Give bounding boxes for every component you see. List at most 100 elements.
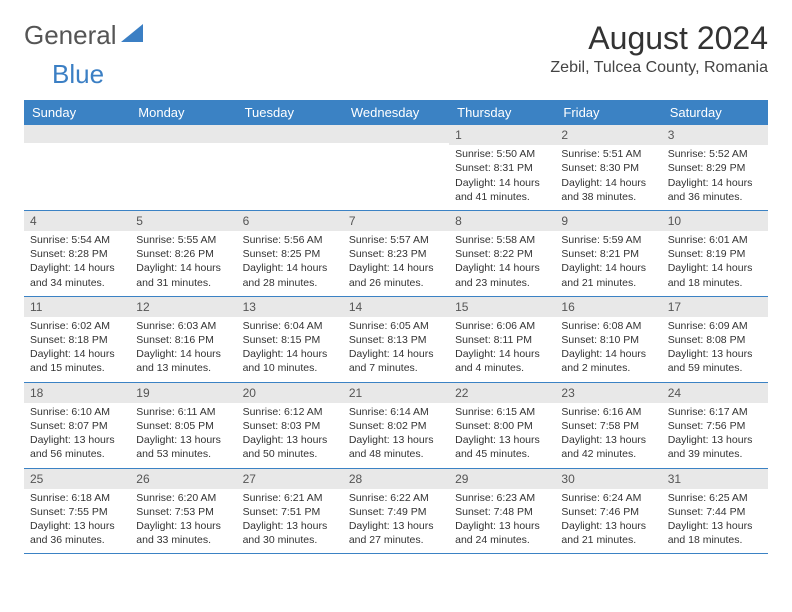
day-body: Sunrise: 6:01 AMSunset: 8:19 PMDaylight:… [662, 231, 768, 296]
day-body: Sunrise: 5:54 AMSunset: 8:28 PMDaylight:… [24, 231, 130, 296]
day-body: Sunrise: 5:59 AMSunset: 8:21 PMDaylight:… [555, 231, 661, 296]
daylight-text: Daylight: 14 hours and 18 minutes. [668, 261, 762, 289]
logo-text-b: Blue [24, 59, 104, 89]
weekday-header: Monday [130, 100, 236, 125]
weekday-header: Saturday [662, 100, 768, 125]
sunset-text: Sunset: 7:46 PM [561, 505, 655, 519]
day-cell: 20Sunrise: 6:12 AMSunset: 8:03 PMDayligh… [237, 382, 343, 468]
daylight-text: Daylight: 14 hours and 36 minutes. [668, 176, 762, 204]
daylight-text: Daylight: 13 hours and 21 minutes. [561, 519, 655, 547]
day-cell: 29Sunrise: 6:23 AMSunset: 7:48 PMDayligh… [449, 468, 555, 554]
sunrise-text: Sunrise: 6:04 AM [243, 319, 337, 333]
daylight-text: Daylight: 14 hours and 10 minutes. [243, 347, 337, 375]
sunrise-text: Sunrise: 6:16 AM [561, 405, 655, 419]
weekday-header: Thursday [449, 100, 555, 125]
sunrise-text: Sunrise: 6:23 AM [455, 491, 549, 505]
day-number: 6 [237, 211, 343, 231]
day-cell: 14Sunrise: 6:05 AMSunset: 8:13 PMDayligh… [343, 296, 449, 382]
calendar-week-row: 18Sunrise: 6:10 AMSunset: 8:07 PMDayligh… [24, 382, 768, 468]
day-number [130, 125, 236, 143]
day-body: Sunrise: 6:23 AMSunset: 7:48 PMDaylight:… [449, 489, 555, 554]
weekday-header: Tuesday [237, 100, 343, 125]
day-number: 23 [555, 383, 661, 403]
day-body: Sunrise: 6:25 AMSunset: 7:44 PMDaylight:… [662, 489, 768, 554]
sunset-text: Sunset: 8:00 PM [455, 419, 549, 433]
daylight-text: Daylight: 14 hours and 7 minutes. [349, 347, 443, 375]
day-cell: 31Sunrise: 6:25 AMSunset: 7:44 PMDayligh… [662, 468, 768, 554]
sunset-text: Sunset: 8:26 PM [136, 247, 230, 261]
sunset-text: Sunset: 8:02 PM [349, 419, 443, 433]
day-body: Sunrise: 6:02 AMSunset: 8:18 PMDaylight:… [24, 317, 130, 382]
daylight-text: Daylight: 13 hours and 24 minutes. [455, 519, 549, 547]
sunrise-text: Sunrise: 6:22 AM [349, 491, 443, 505]
sunrise-text: Sunrise: 5:51 AM [561, 147, 655, 161]
day-cell: 28Sunrise: 6:22 AMSunset: 7:49 PMDayligh… [343, 468, 449, 554]
sunrise-text: Sunrise: 6:03 AM [136, 319, 230, 333]
day-cell: 23Sunrise: 6:16 AMSunset: 7:58 PMDayligh… [555, 382, 661, 468]
day-body: Sunrise: 6:06 AMSunset: 8:11 PMDaylight:… [449, 317, 555, 382]
sunrise-text: Sunrise: 6:01 AM [668, 233, 762, 247]
day-body: Sunrise: 6:10 AMSunset: 8:07 PMDaylight:… [24, 403, 130, 468]
sunrise-text: Sunrise: 5:50 AM [455, 147, 549, 161]
day-cell: 21Sunrise: 6:14 AMSunset: 8:02 PMDayligh… [343, 382, 449, 468]
day-cell: 27Sunrise: 6:21 AMSunset: 7:51 PMDayligh… [237, 468, 343, 554]
weekday-header-row: Sunday Monday Tuesday Wednesday Thursday… [24, 100, 768, 125]
day-number: 8 [449, 211, 555, 231]
sunset-text: Sunset: 7:55 PM [30, 505, 124, 519]
day-body: Sunrise: 6:05 AMSunset: 8:13 PMDaylight:… [343, 317, 449, 382]
day-number: 2 [555, 125, 661, 145]
day-cell: 19Sunrise: 6:11 AMSunset: 8:05 PMDayligh… [130, 382, 236, 468]
day-cell: 30Sunrise: 6:24 AMSunset: 7:46 PMDayligh… [555, 468, 661, 554]
sunset-text: Sunset: 8:10 PM [561, 333, 655, 347]
daylight-text: Daylight: 14 hours and 31 minutes. [136, 261, 230, 289]
daylight-text: Daylight: 14 hours and 2 minutes. [561, 347, 655, 375]
day-cell: 6Sunrise: 5:56 AMSunset: 8:25 PMDaylight… [237, 210, 343, 296]
day-number: 31 [662, 469, 768, 489]
sunrise-text: Sunrise: 6:21 AM [243, 491, 337, 505]
sunrise-text: Sunrise: 6:09 AM [668, 319, 762, 333]
sunrise-text: Sunrise: 5:54 AM [30, 233, 124, 247]
day-number: 27 [237, 469, 343, 489]
day-number: 5 [130, 211, 236, 231]
sunrise-text: Sunrise: 6:08 AM [561, 319, 655, 333]
sunrise-text: Sunrise: 6:10 AM [30, 405, 124, 419]
daylight-text: Daylight: 14 hours and 28 minutes. [243, 261, 337, 289]
day-body: Sunrise: 6:17 AMSunset: 7:56 PMDaylight:… [662, 403, 768, 468]
sunset-text: Sunset: 7:48 PM [455, 505, 549, 519]
sunset-text: Sunset: 8:22 PM [455, 247, 549, 261]
day-body: Sunrise: 6:15 AMSunset: 8:00 PMDaylight:… [449, 403, 555, 468]
day-body [343, 143, 449, 201]
logo: General [24, 20, 145, 51]
day-body: Sunrise: 6:22 AMSunset: 7:49 PMDaylight:… [343, 489, 449, 554]
sunset-text: Sunset: 7:56 PM [668, 419, 762, 433]
day-cell: 5Sunrise: 5:55 AMSunset: 8:26 PMDaylight… [130, 210, 236, 296]
day-number: 4 [24, 211, 130, 231]
daylight-text: Daylight: 13 hours and 30 minutes. [243, 519, 337, 547]
day-cell: 26Sunrise: 6:20 AMSunset: 7:53 PMDayligh… [130, 468, 236, 554]
day-body: Sunrise: 5:50 AMSunset: 8:31 PMDaylight:… [449, 145, 555, 210]
title-block: August 2024 Zebil, Tulcea County, Romani… [550, 20, 768, 77]
weekday-header: Sunday [24, 100, 130, 125]
sunrise-text: Sunrise: 6:12 AM [243, 405, 337, 419]
sunset-text: Sunset: 7:49 PM [349, 505, 443, 519]
day-body: Sunrise: 6:20 AMSunset: 7:53 PMDaylight:… [130, 489, 236, 554]
calendar-week-row: 1Sunrise: 5:50 AMSunset: 8:31 PMDaylight… [24, 125, 768, 210]
sunset-text: Sunset: 8:16 PM [136, 333, 230, 347]
sunrise-text: Sunrise: 6:02 AM [30, 319, 124, 333]
sunset-text: Sunset: 8:21 PM [561, 247, 655, 261]
day-number: 17 [662, 297, 768, 317]
sunrise-text: Sunrise: 6:25 AM [668, 491, 762, 505]
sunrise-text: Sunrise: 5:52 AM [668, 147, 762, 161]
day-cell [24, 125, 130, 210]
sunset-text: Sunset: 8:19 PM [668, 247, 762, 261]
sunrise-text: Sunrise: 5:59 AM [561, 233, 655, 247]
daylight-text: Daylight: 14 hours and 13 minutes. [136, 347, 230, 375]
sunset-text: Sunset: 8:11 PM [455, 333, 549, 347]
sunset-text: Sunset: 7:44 PM [668, 505, 762, 519]
day-body: Sunrise: 6:21 AMSunset: 7:51 PMDaylight:… [237, 489, 343, 554]
day-cell: 4Sunrise: 5:54 AMSunset: 8:28 PMDaylight… [24, 210, 130, 296]
day-body: Sunrise: 5:58 AMSunset: 8:22 PMDaylight:… [449, 231, 555, 296]
day-number: 20 [237, 383, 343, 403]
location-text: Zebil, Tulcea County, Romania [550, 59, 768, 77]
day-cell: 17Sunrise: 6:09 AMSunset: 8:08 PMDayligh… [662, 296, 768, 382]
